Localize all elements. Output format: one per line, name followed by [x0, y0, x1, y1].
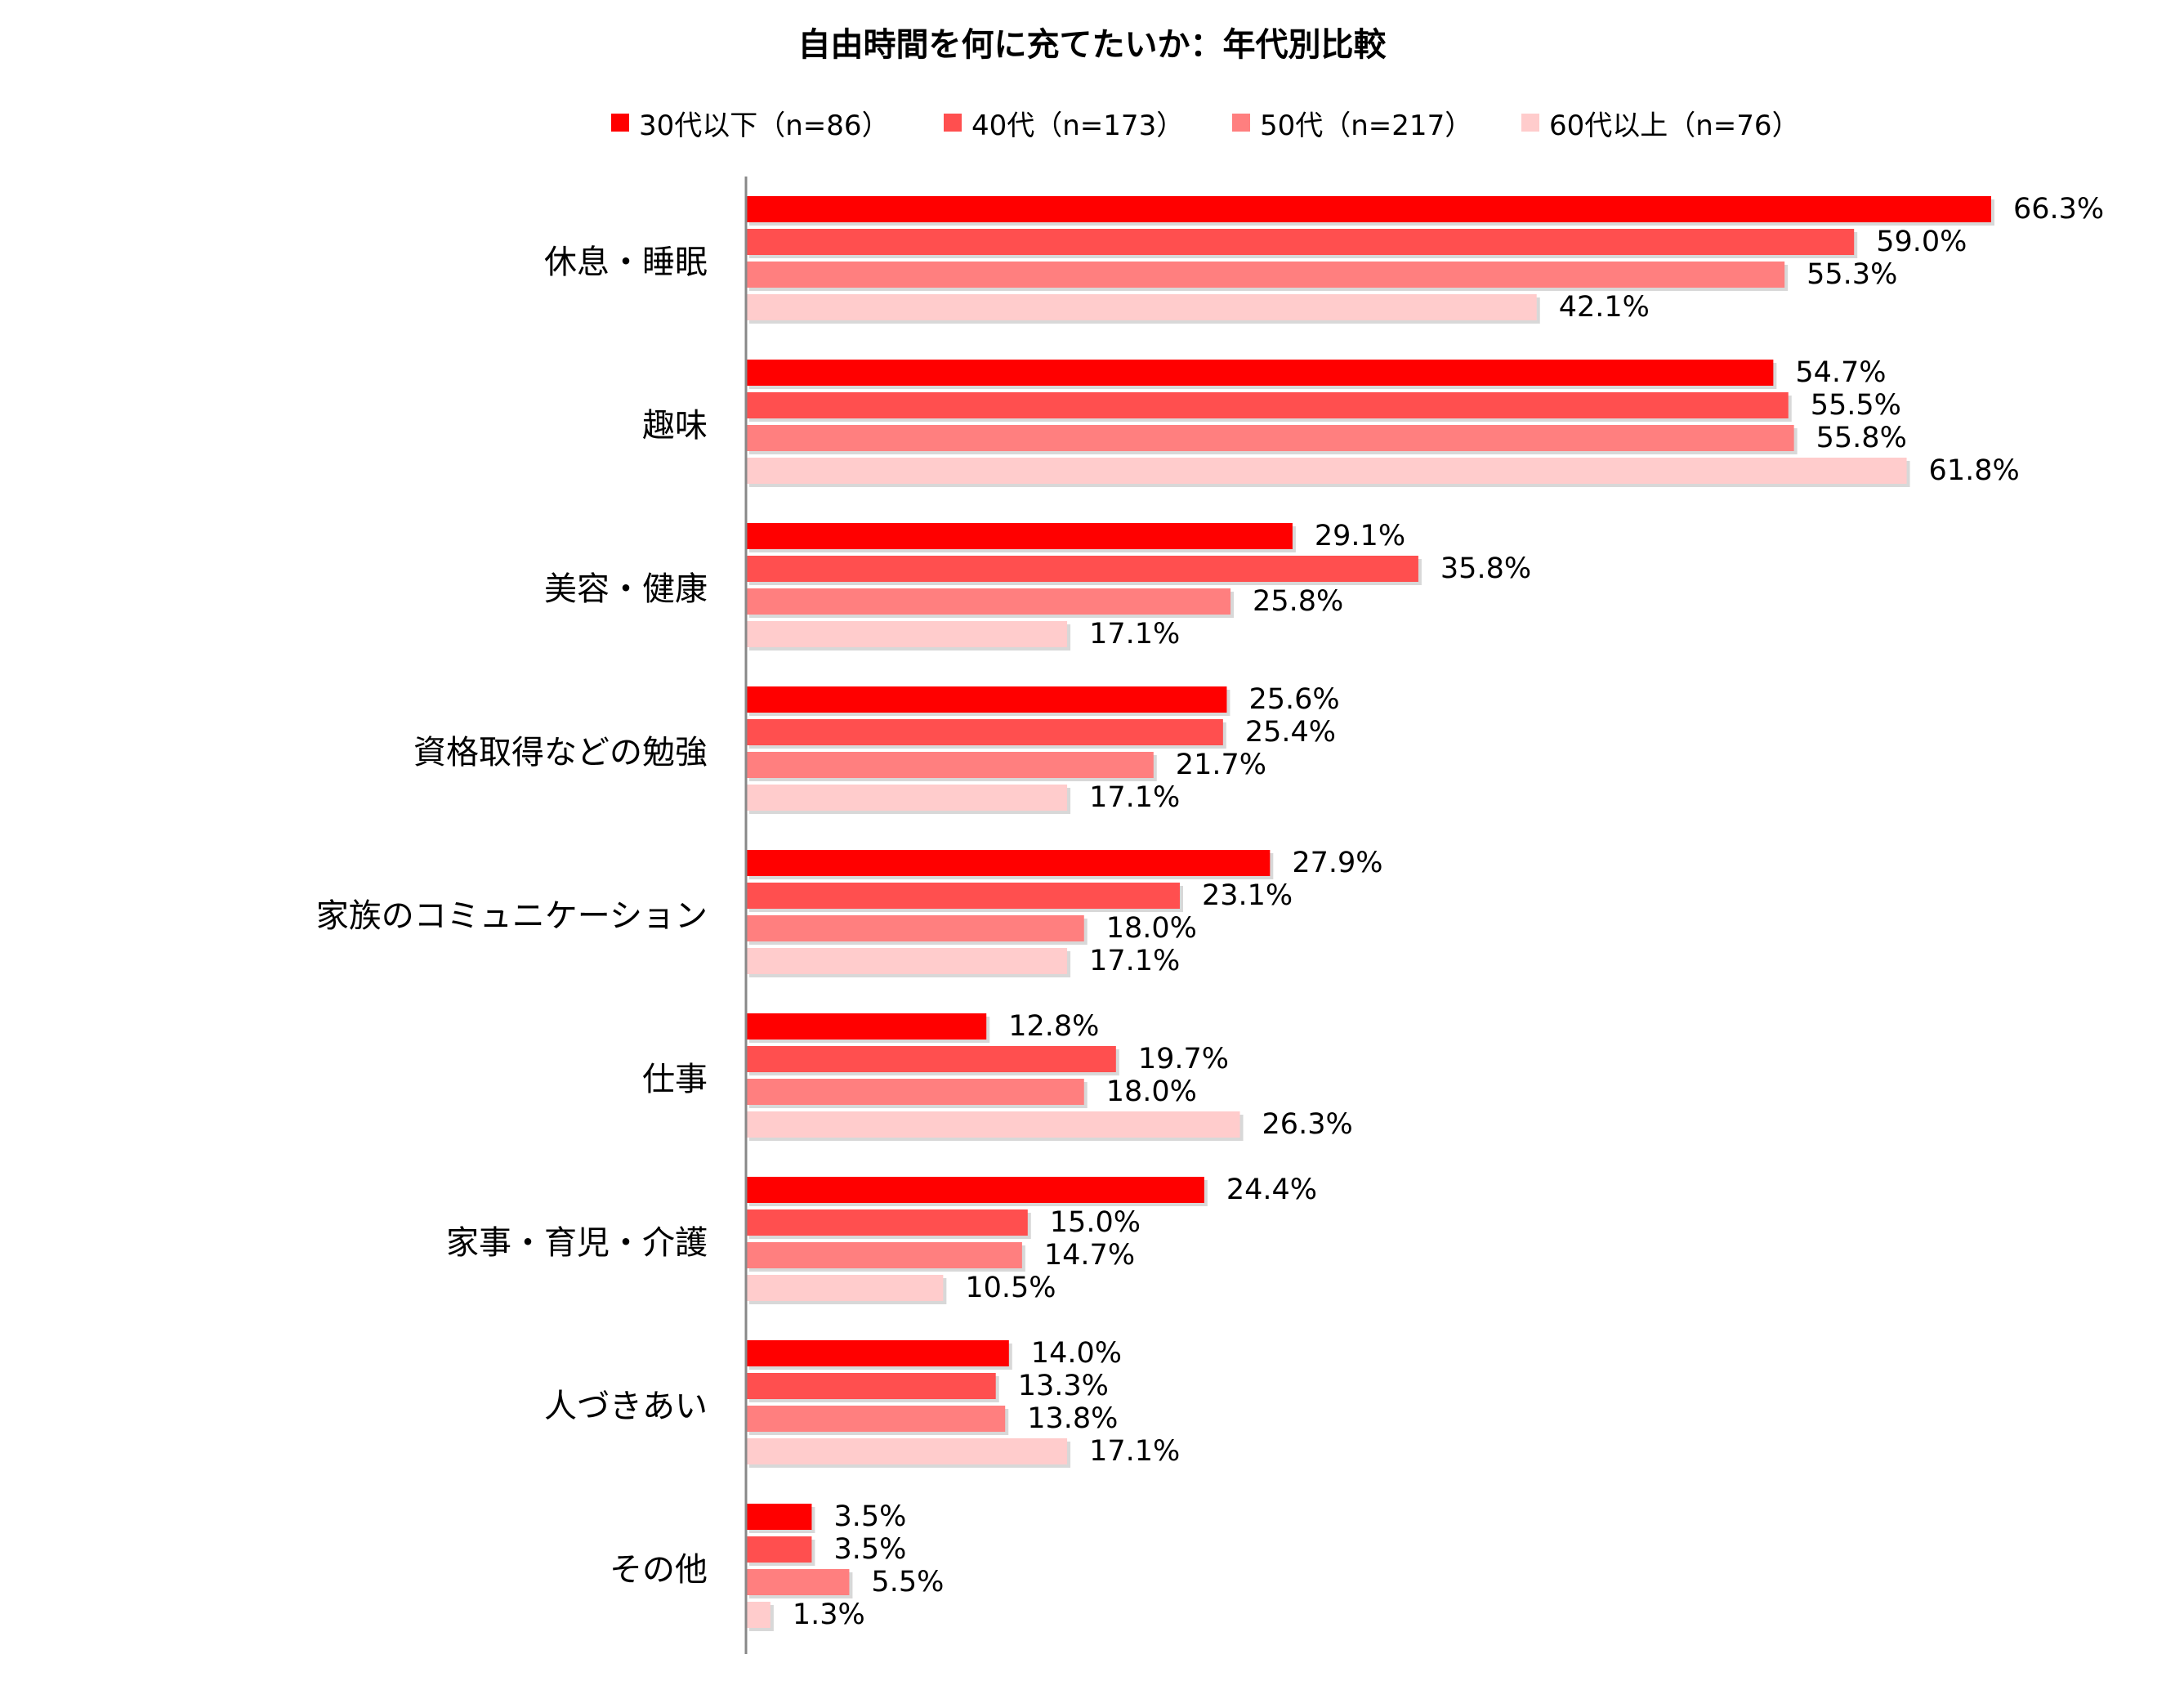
category-label: 家族のコミュニケーション [316, 897, 708, 935]
bar [746, 1242, 1022, 1268]
data-label: 42.1% [1559, 291, 1650, 324]
bar [746, 1504, 812, 1530]
chart-title: 自由時間を何に充てたいか：年代別比較 [797, 26, 1387, 64]
data-label: 59.0% [1876, 226, 1967, 258]
bar [746, 425, 1794, 451]
data-label: 27.9% [1292, 847, 1382, 879]
bar [746, 360, 1774, 386]
bar [746, 196, 1991, 222]
category-label: 仕事 [642, 1061, 708, 1098]
data-label: 21.7% [1176, 749, 1266, 781]
data-label: 26.3% [1262, 1108, 1353, 1141]
data-label: 13.8% [1027, 1402, 1118, 1435]
data-label: 1.3% [793, 1598, 865, 1631]
category-label: 人づきあい [544, 1388, 708, 1425]
bar [746, 1177, 1204, 1203]
category-label: 休息・睡眠 [544, 244, 708, 281]
legend-label: 30代以下（n=86） [639, 109, 890, 142]
bar [746, 1079, 1084, 1105]
data-label: 19.7% [1138, 1043, 1229, 1075]
data-label: 3.5% [833, 1533, 906, 1566]
data-label: 10.5% [965, 1272, 1056, 1304]
category-label: 資格取得などの勉強 [413, 734, 708, 771]
data-label: 61.8% [1929, 454, 2020, 487]
bar [746, 1275, 944, 1301]
category-label: 趣味 [642, 407, 708, 445]
legend-swatch [944, 114, 962, 132]
data-label: 25.8% [1253, 585, 1343, 618]
bar [746, 1111, 1240, 1138]
legend-label: 40代（n=173） [971, 109, 1185, 142]
bar [746, 262, 1785, 288]
legend-item: 40代（n=173） [944, 105, 1185, 142]
bar [746, 850, 1271, 876]
legend: 30代以下（n=86） 40代（n=173） 50代（n=217） 60代以上（n=7… [0, 105, 2184, 142]
bar [746, 392, 1789, 418]
data-label: 54.7% [1795, 356, 1886, 389]
legend-swatch [1232, 114, 1250, 132]
data-label: 17.1% [1089, 945, 1180, 977]
data-label: 12.8% [1008, 1010, 1099, 1043]
legend-label: 50代（n=217） [1260, 109, 1473, 142]
bar [746, 883, 1180, 909]
legend-item: 50代（n=217） [1232, 105, 1473, 142]
bar [746, 1209, 1028, 1236]
bar [746, 1569, 850, 1595]
bar [746, 1373, 996, 1399]
data-label: 25.4% [1245, 716, 1336, 749]
data-label: 15.0% [1050, 1206, 1141, 1239]
data-label: 18.0% [1106, 1075, 1197, 1108]
category-label: その他 [610, 1551, 708, 1589]
bar [746, 1046, 1116, 1072]
data-label: 3.5% [833, 1500, 906, 1533]
data-label: 55.3% [1807, 258, 1897, 291]
bar [746, 1406, 1006, 1432]
bar [746, 588, 1231, 615]
legend-label: 60代以上（n=76） [1549, 109, 1800, 142]
data-label: 24.4% [1226, 1174, 1317, 1206]
data-label: 55.5% [1811, 389, 1901, 422]
bar [746, 523, 1293, 549]
legend-item: 30代以下（n=86） [611, 105, 890, 142]
bar [746, 294, 1537, 320]
data-label: 23.1% [1202, 879, 1293, 912]
data-label: 25.6% [1248, 683, 1339, 716]
category-label: 美容・健康 [544, 570, 708, 608]
bar [746, 621, 1068, 647]
legend-item: 60代以上（n=76） [1521, 105, 1800, 142]
legend-swatch [1521, 114, 1539, 132]
bar [746, 556, 1418, 582]
data-label: 29.1% [1315, 520, 1405, 552]
data-label: 13.3% [1018, 1370, 1109, 1402]
data-label: 55.8% [1816, 422, 1907, 454]
legend-swatch [611, 114, 629, 132]
bar [746, 752, 1154, 778]
data-label: 66.3% [2013, 193, 2104, 226]
data-label: 35.8% [1440, 552, 1531, 585]
data-label: 17.1% [1089, 1435, 1180, 1468]
category-label: 家事・育児・介護 [446, 1224, 708, 1262]
data-label: 5.5% [871, 1566, 944, 1598]
bar [746, 785, 1068, 811]
bar [746, 686, 1227, 713]
data-label: 17.1% [1089, 781, 1180, 814]
bar [746, 948, 1068, 974]
bar [746, 915, 1084, 941]
bar [746, 229, 1855, 255]
bar [746, 458, 1907, 484]
bar [746, 1536, 812, 1563]
bar [746, 1602, 770, 1628]
bar [746, 1013, 987, 1040]
data-label: 14.0% [1031, 1337, 1122, 1370]
data-label: 18.0% [1106, 912, 1197, 945]
data-label: 17.1% [1089, 618, 1180, 651]
bar [746, 1340, 1009, 1366]
bar [746, 1438, 1068, 1464]
bar [746, 719, 1223, 745]
data-label: 14.7% [1044, 1239, 1135, 1272]
